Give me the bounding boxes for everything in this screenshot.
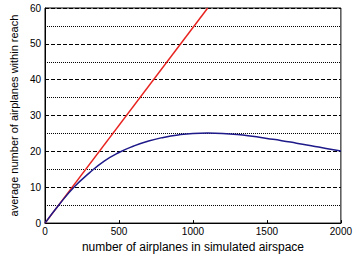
svg-text:40: 40 — [30, 74, 42, 85]
svg-text:average number of airplanes wi: average number of airplanes within reach — [8, 15, 20, 217]
svg-text:20: 20 — [30, 146, 42, 157]
svg-text:30: 30 — [30, 110, 42, 121]
svg-text:60: 60 — [30, 3, 42, 14]
svg-text:10: 10 — [30, 182, 42, 193]
svg-text:50: 50 — [30, 38, 42, 49]
svg-text:0: 0 — [35, 218, 41, 229]
svg-text:number of airplanes in simulat: number of airplanes in simulated airspac… — [82, 240, 304, 254]
svg-text:0: 0 — [42, 226, 48, 237]
svg-text:1000: 1000 — [182, 226, 205, 237]
svg-text:2000: 2000 — [330, 226, 353, 237]
svg-text:500: 500 — [111, 226, 128, 237]
svg-text:1500: 1500 — [256, 226, 279, 237]
